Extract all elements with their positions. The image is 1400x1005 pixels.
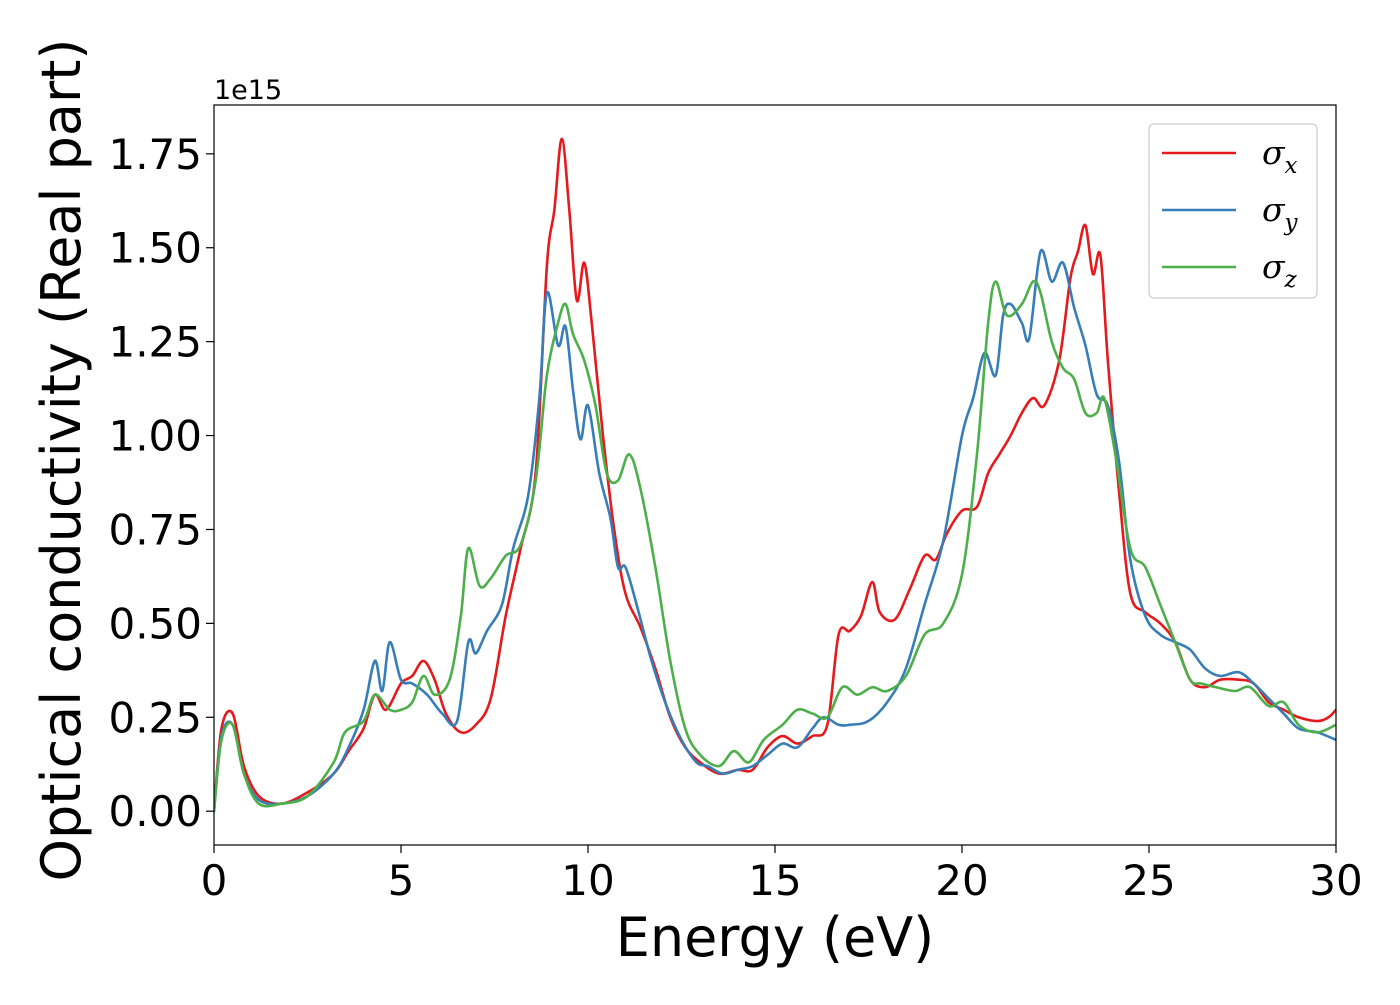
y-offset-label: 1e15 (214, 75, 282, 106)
y-tick-label: 0.00 (108, 787, 202, 836)
y-axis: 0.00 0.25 0.50 0.75 1.00 1.25 1.50 1.75 (108, 130, 214, 836)
x-tick-label: 20 (935, 856, 988, 905)
y-tick-label: 0.50 (108, 599, 202, 648)
y-tick-label: 1.00 (108, 412, 202, 461)
legend-item-x: σx (1162, 133, 1298, 179)
legend-item-y: σy (1162, 190, 1299, 236)
series-line-x (214, 137, 1336, 813)
y-tick-label: 1.25 (108, 318, 202, 367)
x-tick-label: 5 (388, 856, 415, 905)
series-layer (214, 137, 1336, 813)
legend-label: σz (1262, 247, 1298, 293)
y-tick-label: 0.25 (108, 693, 202, 742)
x-tick-label: 0 (201, 856, 228, 905)
x-tick-label: 30 (1309, 856, 1362, 905)
x-axis: 0 5 10 15 20 25 30 (201, 845, 1363, 905)
legend-label: σx (1262, 133, 1298, 179)
y-tick-label: 1.50 (108, 224, 202, 273)
legend: σx σy σz (1148, 123, 1318, 299)
x-tick-label: 25 (1122, 856, 1175, 905)
y-tick-label: 0.75 (108, 505, 202, 554)
y-tick-label: 1.75 (108, 130, 202, 179)
legend-label: σy (1262, 190, 1299, 236)
x-tick-label: 10 (561, 856, 614, 905)
y-axis-title: Optical conductivity (Real part) (30, 39, 93, 882)
series-line-z (214, 279, 1336, 813)
legend-item-z: σz (1162, 247, 1298, 293)
x-axis-title: Energy (eV) (616, 906, 935, 969)
x-tick-label: 15 (748, 856, 801, 905)
